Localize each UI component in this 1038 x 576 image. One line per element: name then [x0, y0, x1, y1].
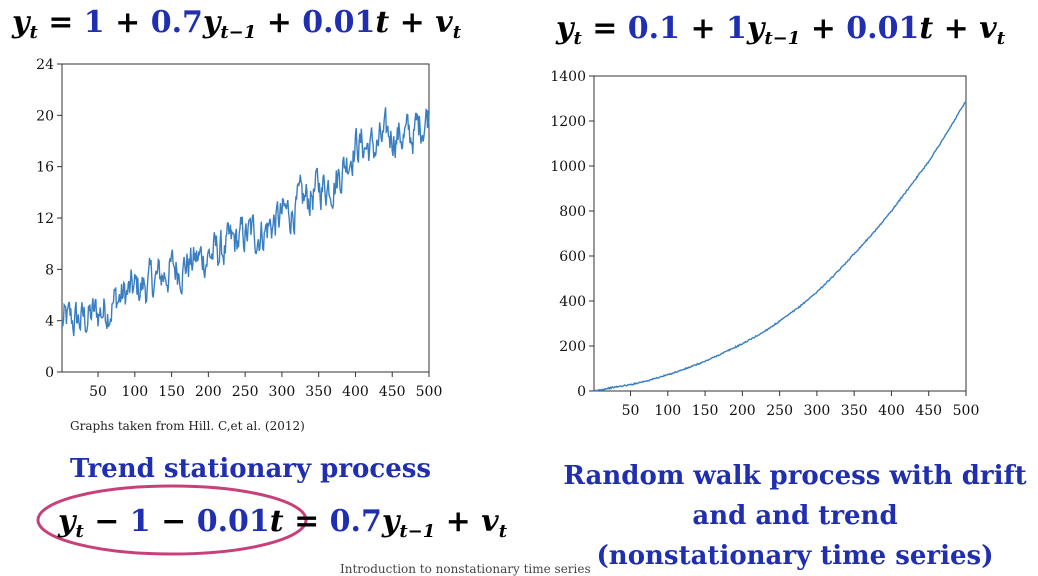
caption-random-walk-line3: (nonstationary time series) [596, 541, 994, 571]
y-tick-label: 0 [577, 384, 586, 400]
caption-random-walk-line1: Random walk process with drift [563, 461, 1027, 491]
y-tick-label: 1400 [550, 69, 586, 85]
equation-detrended: yt − 1 − 0.01t = 0.7yt−1 + vt [58, 504, 508, 542]
y-tick-label: 20 [36, 108, 54, 124]
y-tick-label: 200 [559, 339, 586, 355]
x-tick-label: 350 [841, 403, 868, 419]
caption-random-walk: Random walk process with drift and and t… [560, 456, 1030, 576]
y-tick-label: 1200 [550, 114, 586, 130]
x-tick-label: 500 [416, 384, 443, 400]
y-tick-label: 400 [559, 294, 586, 310]
x-tick-label: 200 [195, 384, 222, 400]
y-tick-label: 600 [559, 249, 586, 265]
equation-trend-stationary: yt = 1 + 0.7yt−1 + 0.01t + vt [12, 5, 462, 43]
chart-frame [61, 63, 430, 373]
equation-random-walk: yt = 0.1 + 1yt−1 + 0.01t + vt [556, 11, 1006, 49]
y-tick-label: 800 [559, 204, 586, 220]
chart-random-walk: 50 100 150 200 250 300 350 400 450 500 0 200 400 600 8… [550, 69, 979, 419]
x-tick-label: 50 [622, 403, 640, 419]
x-tick-label: 50 [89, 384, 107, 400]
caption-trend-stationary: Trend stationary process [70, 454, 432, 484]
x-tick-label: 400 [878, 403, 905, 419]
x-tick-label: 300 [804, 403, 831, 419]
x-tick-label: 350 [305, 384, 332, 400]
y-tick-label: 16 [36, 160, 54, 176]
y-tick-label: 0 [45, 365, 54, 381]
x-tick-label: 450 [915, 403, 942, 419]
y-tick-label: 1000 [550, 159, 586, 175]
series-line [593, 100, 967, 392]
x-tick-label: 500 [953, 403, 980, 419]
x-tick-label: 200 [729, 403, 756, 419]
x-tick-label: 450 [379, 384, 406, 400]
x-tick-label: 250 [766, 403, 793, 419]
x-tick-label: 150 [692, 403, 719, 419]
x-tick-label: 300 [269, 384, 296, 400]
footer-text: Introduction to nonstationary time serie… [340, 562, 591, 576]
chart-trend-stationary: 50 100 150 200 250 300 350 400 450 500 0 4 8 12 16 20 24 [36, 57, 442, 400]
y-tick-label: 12 [36, 211, 54, 227]
highlight-ellipse [36, 484, 308, 556]
y-tick-label: 24 [36, 57, 54, 73]
y-tick-label: 8 [45, 262, 54, 278]
y-tick-label: 4 [45, 314, 54, 330]
x-tick-label: 400 [342, 384, 369, 400]
x-tick-label: 100 [654, 403, 681, 419]
x-tick-label: 250 [232, 384, 259, 400]
caption-random-walk-line2: and and trend [692, 501, 898, 531]
x-tick-label: 100 [121, 384, 148, 400]
source-note: Graphs taken from Hill. C,et al. (2012) [70, 419, 305, 433]
x-tick-label: 150 [158, 384, 185, 400]
series-line [61, 107, 430, 337]
chart-frame [593, 75, 967, 392]
